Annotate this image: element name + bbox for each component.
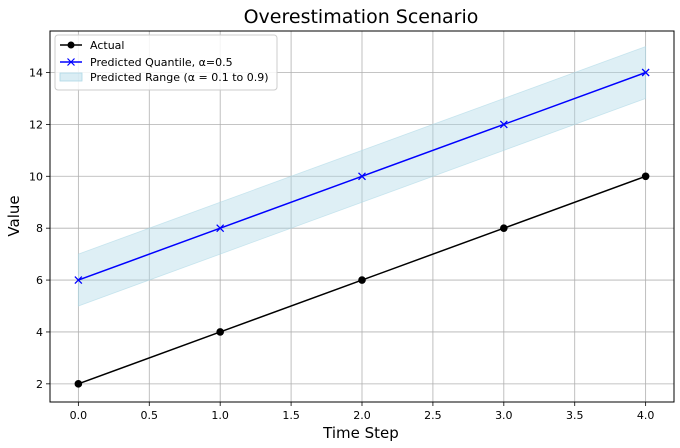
predicted-point (499, 120, 508, 129)
x-tick-label: 0.5 (141, 409, 159, 422)
actual-point (500, 224, 508, 232)
legend-item-predicted-range: Predicted Range (α = 0.1 to 0.9) (59, 71, 269, 84)
legend-label-actual: Actual (90, 39, 124, 52)
legend-swatch-range (59, 72, 83, 82)
legend-label-range: Predicted Range (α = 0.1 to 0.9) (90, 71, 269, 84)
chart-title: Overestimation Scenario (244, 6, 479, 28)
x-tick-label: 3.5 (566, 409, 584, 422)
legend: Actual Predicted Quantile, α=0.5 Predict… (54, 34, 278, 91)
legend-box (54, 34, 278, 91)
actual-point (641, 172, 650, 181)
y-tick-label: 4 (36, 326, 43, 339)
x-tick-label: 1.0 (211, 409, 229, 422)
x-tick-label: 2.5 (424, 409, 442, 422)
y-axis: 2 4 6 8 10 12 14 (29, 67, 50, 391)
x-axis: 0.0 0.5 1.0 1.5 2.0 2.5 3.0 3.5 4.0 (70, 402, 655, 422)
actual-point (358, 276, 366, 284)
predicted-point (641, 68, 650, 77)
y-tick-label: 2 (36, 378, 43, 391)
x-tick-label: 0.0 (70, 409, 88, 422)
x-tick-label: 2.0 (353, 409, 371, 422)
y-tick-label: 10 (29, 170, 43, 183)
x-tick-label: 3.0 (495, 409, 513, 422)
x-axis-label: Time Step (322, 424, 399, 442)
y-tick-label: 8 (36, 222, 43, 235)
actual-point (74, 380, 83, 388)
x-tick-label: 1.5 (282, 409, 300, 422)
predicted-point (358, 172, 366, 181)
predicted-point (74, 276, 83, 285)
legend-item-actual: Actual (60, 39, 124, 52)
y-axis-label: Value (5, 195, 23, 236)
legend-item-predicted-quantile: Predicted Quantile, α=0.5 (60, 56, 233, 69)
y-tick-label: 12 (29, 118, 43, 131)
actual-point (216, 328, 224, 336)
legend-marker-predicted (67, 58, 75, 66)
series-layer (74, 68, 650, 388)
x-tick-label: 4.0 (637, 409, 655, 422)
y-tick-label: 14 (29, 67, 43, 80)
y-tick-label: 6 (36, 274, 43, 287)
legend-marker-actual (67, 41, 75, 49)
legend-label-predicted: Predicted Quantile, α=0.5 (90, 56, 233, 69)
predicted-point (216, 224, 225, 233)
